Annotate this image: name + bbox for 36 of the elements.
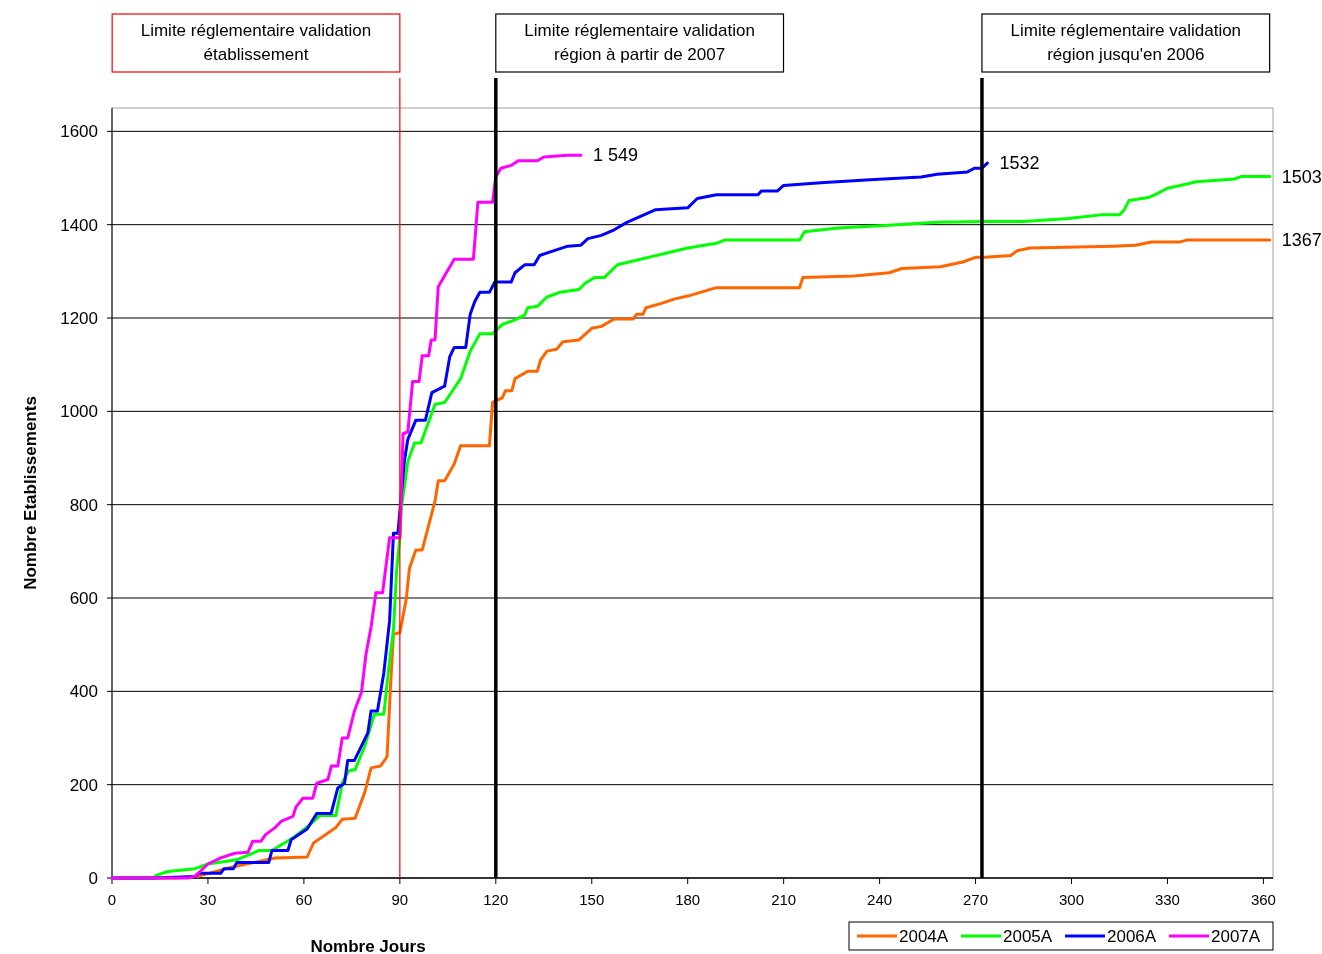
x-tick-label: 210 — [771, 891, 797, 908]
line-series — [110, 153, 583, 880]
y-tick-label: 0 — [88, 868, 98, 888]
x-tick-label: 60 — [295, 891, 313, 908]
y-tick-label: 800 — [69, 495, 98, 515]
ref-line-label: Limite réglementaire validation région à partir de 2007 — [524, 21, 755, 64]
x-tick-label: 150 — [579, 891, 605, 908]
x-tick-label: 240 — [867, 891, 893, 908]
y-tick-label: 1000 — [60, 402, 98, 422]
y-tick-label: 1400 — [60, 215, 98, 235]
x-tick-label: 30 — [199, 891, 217, 908]
y-tick-label: 1200 — [60, 308, 98, 328]
x-tick-label: 360 — [1250, 891, 1276, 908]
legend-label: 2007A — [1211, 926, 1261, 946]
annotation: 1503 — [1281, 166, 1322, 187]
ref-line-label: Limite réglementaire validation région jusqu'en 2006 — [1010, 21, 1242, 64]
legend-label: 2006A — [1107, 926, 1157, 946]
y-tick-label: 200 — [69, 775, 98, 795]
annotation: 1367 — [1281, 230, 1322, 251]
y-tick-label: 400 — [69, 682, 98, 702]
y-tick-label: 600 — [69, 588, 98, 608]
x-tick-label: 120 — [483, 891, 509, 908]
annotation: 1532 — [999, 153, 1040, 174]
x-tick-label: 0 — [107, 891, 117, 908]
legend-label: 2005A — [1003, 926, 1053, 946]
y-tick-label: 1600 — [60, 122, 98, 142]
x-tick-label: 300 — [1058, 891, 1085, 908]
x-tick-label: 90 — [391, 891, 409, 908]
x-tick-label: 330 — [1154, 891, 1180, 908]
x-axis-title: Nombre Jours — [310, 937, 426, 954]
y-axis-title: Nombre Etablissements — [21, 396, 40, 590]
x-tick-label: 180 — [675, 891, 701, 908]
annotation: 1 549 — [592, 145, 638, 166]
legend-label: 2004A — [899, 926, 949, 946]
x-tick-label: 270 — [963, 891, 989, 908]
ref-line-label: Limite réglementaire validation établissement — [140, 21, 372, 64]
